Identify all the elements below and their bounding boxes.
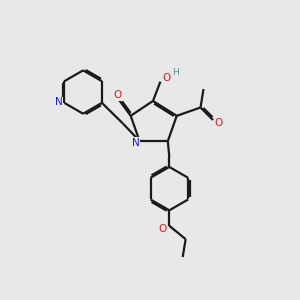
Text: N: N [132, 138, 140, 148]
Text: N: N [55, 97, 63, 107]
Text: O: O [214, 118, 223, 128]
Text: O: O [163, 73, 171, 83]
Text: H: H [172, 68, 179, 77]
Text: O: O [159, 224, 167, 234]
Text: O: O [114, 90, 122, 100]
